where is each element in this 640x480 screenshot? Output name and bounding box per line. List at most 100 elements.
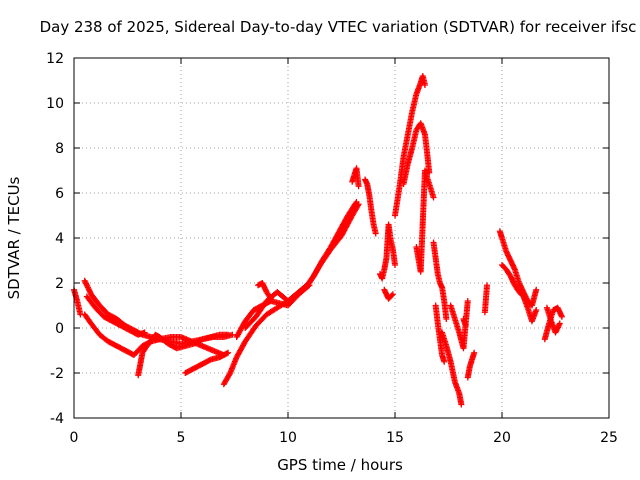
- interpolated-point: [421, 130, 428, 137]
- y-tick-label: 10: [46, 96, 64, 112]
- interpolated-point: [305, 283, 312, 290]
- ticks-layer: 0 5 10 15 20 25 -4 -2 0 2 4 6 8 10 12: [46, 51, 618, 446]
- x-tick-label: 20: [493, 430, 511, 446]
- interpolated-point: [426, 168, 433, 175]
- interpolated-point: [162, 338, 169, 345]
- interpolated-point: [498, 233, 505, 240]
- interpolated-point: [532, 308, 539, 315]
- interpolated-point: [90, 302, 97, 309]
- interpolated-point: [372, 229, 379, 235]
- interpolated-point: [518, 291, 525, 298]
- y-tick-label: 8: [55, 141, 64, 157]
- y-tick-label: -2: [50, 366, 64, 382]
- interpolated-point: [73, 296, 80, 303]
- interpolated-point: [355, 181, 362, 188]
- interpolated-point: [404, 162, 411, 169]
- chart-title: Day 238 of 2025, Sidereal Day-to-day VTE…: [40, 18, 637, 36]
- interpolated-point: [251, 325, 258, 332]
- y-tick-label: 6: [55, 186, 64, 202]
- interpolated-point: [442, 341, 449, 348]
- interpolated-point: [443, 314, 450, 321]
- interpolated-point: [468, 357, 475, 364]
- y-tick-label: 12: [46, 51, 64, 67]
- y-axis-label: SDTVAR / TECUs: [5, 176, 23, 299]
- points-layer: [71, 73, 565, 408]
- interpolated-point: [233, 355, 240, 362]
- interpolated-point: [413, 92, 420, 99]
- interpolated-point: [275, 299, 282, 306]
- interpolated-point: [271, 306, 278, 313]
- interpolated-point: [282, 296, 289, 302]
- x-tick-label: 0: [70, 430, 79, 446]
- interpolated-point: [77, 310, 84, 316]
- interpolated-point: [250, 316, 257, 322]
- y-tick-label: 0: [55, 321, 64, 337]
- x-tick-label: 10: [279, 430, 297, 446]
- interpolated-point: [206, 334, 213, 341]
- interpolated-point: [388, 292, 395, 299]
- interpolated-point: [451, 314, 458, 321]
- interpolated-point: [326, 246, 333, 253]
- interpolated-point: [102, 336, 109, 343]
- interpolated-point: [86, 317, 93, 324]
- interpolated-point: [304, 284, 311, 291]
- interpolated-point: [524, 303, 531, 310]
- interpolated-point: [547, 316, 554, 323]
- y-tick-label: 2: [55, 276, 64, 292]
- interpolated-point: [225, 372, 232, 379]
- interpolated-point: [240, 341, 247, 348]
- interpolated-point: [462, 321, 469, 328]
- interpolated-point: [425, 179, 432, 186]
- interpolated-point: [464, 299, 471, 306]
- interpolated-point: [261, 313, 268, 320]
- interpolated-point: [94, 300, 101, 306]
- interpolated-point: [501, 264, 508, 271]
- interpolated-point: [223, 331, 230, 338]
- interpolated-point: [293, 292, 300, 299]
- y-tick-label: 4: [55, 231, 64, 247]
- interpolated-point: [308, 275, 315, 282]
- interpolated-point: [466, 364, 473, 371]
- interpolated-point: [430, 193, 437, 199]
- interpolated-point: [455, 328, 462, 334]
- interpolated-point: [98, 311, 105, 318]
- interpolated-point: [267, 294, 274, 301]
- interpolated-point: [408, 146, 415, 153]
- x-tick-label: 25: [600, 430, 618, 446]
- interpolated-point: [451, 377, 458, 384]
- x-axis-label: GPS time / hours: [277, 456, 403, 474]
- interpolated-point: [180, 343, 187, 350]
- interpolated-point: [261, 300, 268, 307]
- interpolated-point: [140, 329, 147, 336]
- interpolated-point: [343, 215, 350, 222]
- interpolated-point: [391, 260, 398, 267]
- interpolated-point: [417, 81, 424, 88]
- interpolated-point: [352, 200, 359, 207]
- interpolated-point: [483, 283, 490, 290]
- interpolated-point: [515, 278, 522, 285]
- x-tick-label: 5: [177, 430, 186, 446]
- interpolated-point: [139, 351, 146, 358]
- interpolated-point: [470, 351, 477, 358]
- interpolated-point: [421, 80, 428, 87]
- interpolated-point: [208, 346, 215, 353]
- interpolated-point: [334, 230, 341, 237]
- interpolated-point: [532, 288, 539, 295]
- interpolated-point: [556, 321, 563, 328]
- interpolated-point: [317, 260, 324, 267]
- interpolated-point: [248, 309, 255, 316]
- y-tick-label: -4: [50, 411, 64, 427]
- interpolated-point: [413, 128, 420, 135]
- interpolated-point: [224, 350, 231, 357]
- interpolated-point: [145, 340, 152, 347]
- interpolated-point: [558, 312, 565, 319]
- interpolated-point: [440, 357, 447, 364]
- interpolated-point: [502, 247, 509, 253]
- interpolated-point: [94, 329, 101, 336]
- interpolated-point: [458, 400, 465, 407]
- interpolated-point: [198, 342, 205, 349]
- interpolated-point: [455, 388, 462, 395]
- interpolated-point: [447, 357, 454, 364]
